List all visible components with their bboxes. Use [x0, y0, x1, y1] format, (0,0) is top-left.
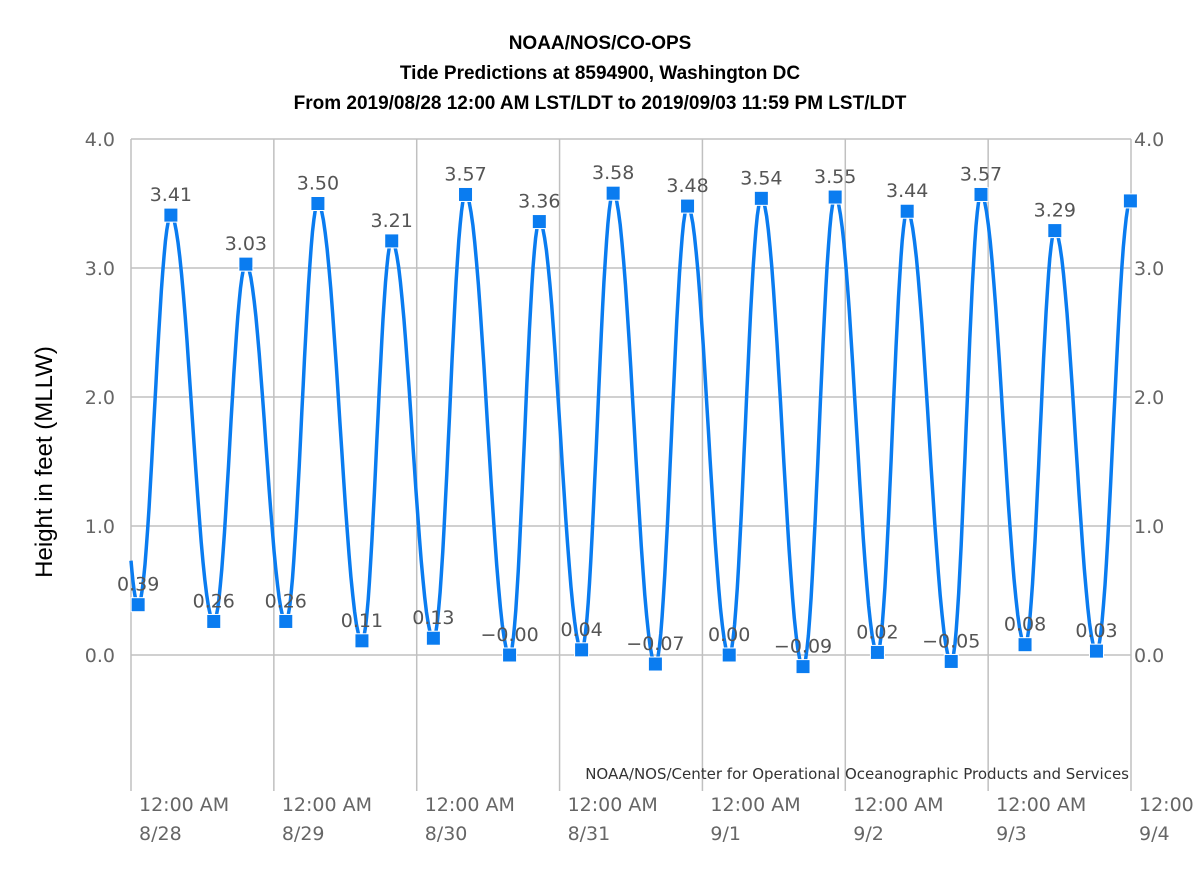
data-point-marker — [899, 203, 915, 219]
x-tick-label-time: 12:00 AM — [853, 794, 943, 816]
data-point-marker — [973, 186, 989, 202]
data-label: 0.39 — [117, 574, 159, 596]
x-tick-label-time: 12:00 AM — [425, 794, 515, 816]
x-tick-label-date: 8/28 — [139, 823, 182, 845]
data-point-marker — [458, 186, 474, 202]
x-tick-label-date: 8/30 — [425, 823, 468, 845]
data-label: 0.03 — [1075, 620, 1117, 642]
data-point-marker — [574, 642, 590, 658]
data-label: 3.44 — [886, 180, 928, 202]
x-tick-label-date: 9/4 — [1139, 823, 1170, 845]
data-point-marker — [310, 196, 326, 211]
data-point-marker — [384, 233, 400, 249]
x-tick-label-date: 9/3 — [996, 823, 1027, 845]
data-point-marker — [425, 630, 441, 646]
x-tick-label-date: 9/2 — [853, 823, 884, 845]
data-label: 3.03 — [225, 233, 267, 255]
y-tick-label-right: 3.0 — [1134, 258, 1164, 280]
y-axis-label: Height in feet (MLLW) — [31, 346, 58, 578]
title-line-2: Tide Predictions at 8594900, Washington … — [400, 63, 800, 84]
x-tick-label-time: 12:00 AM — [710, 794, 800, 816]
y-tick-label-right: 4.0 — [1134, 129, 1164, 151]
data-label: 3.36 — [518, 191, 560, 213]
data-point-marker — [206, 613, 222, 629]
data-label: 3.29 — [1034, 200, 1076, 222]
data-points: 0.39 3.41 0.26 3.03 0.26 3.50 0.11 3.21 0.13 3.57… — [117, 162, 1138, 675]
y-tick-label-left: 3.0 — [85, 258, 115, 280]
x-tick-label-time: 12:00 AM — [568, 794, 658, 816]
data-point-marker — [943, 653, 959, 669]
y-tick-label-right: 2.0 — [1134, 387, 1164, 409]
chart-title: NOAA/NOS/CO-OPS Tide Predictions at 8594… — [294, 33, 907, 114]
y-tick-label-right: 0.0 — [1134, 645, 1164, 667]
data-point-marker — [721, 647, 737, 663]
data-label: 3.58 — [592, 162, 634, 184]
data-label: 0.04 — [560, 619, 602, 641]
x-tick-label-time: 12:00 AM — [282, 794, 372, 816]
data-label: 0.02 — [856, 621, 898, 643]
axis-labels: 4.0 4.0 3.0 3.0 2.0 2.0 1.0 1.0 0.0 0.0 12:00 AM 8/… — [85, 129, 1194, 845]
credit-text: NOAA/NOS/Center for Operational Oceanogr… — [585, 765, 1129, 783]
data-label: 3.50 — [297, 173, 339, 195]
data-point-marker — [827, 189, 843, 205]
data-point-marker — [278, 613, 294, 629]
data-label: 0.08 — [1004, 614, 1046, 636]
data-point-marker — [130, 597, 146, 613]
data-point-marker — [502, 647, 518, 663]
x-tick-label-date: 8/31 — [568, 823, 611, 845]
x-tick-label-time: 12:00 AM — [139, 794, 229, 816]
data-label: 3.55 — [814, 166, 856, 188]
data-point-marker — [1088, 643, 1104, 659]
x-tick-label-date: 8/29 — [282, 823, 325, 845]
data-point-marker — [354, 633, 370, 649]
data-point-marker — [647, 656, 663, 672]
y-tick-label-left: 0.0 — [85, 645, 115, 667]
data-label: 0.13 — [412, 607, 454, 629]
data-label: 0.26 — [193, 590, 235, 612]
data-point-marker — [1017, 637, 1033, 653]
data-point-marker — [753, 190, 769, 206]
data-label: −0.07 — [626, 633, 684, 655]
data-label: −0.05 — [922, 630, 980, 652]
data-point-marker — [605, 185, 621, 201]
data-label: 0.11 — [341, 610, 383, 632]
x-tick-label-date: 9/1 — [710, 823, 741, 845]
data-point-marker — [869, 644, 885, 660]
data-label: 3.54 — [740, 167, 782, 189]
data-point-marker — [531, 214, 547, 230]
y-tick-label-right: 1.0 — [1134, 516, 1164, 538]
data-point-marker — [795, 659, 811, 675]
data-label: 0.00 — [708, 624, 750, 646]
title-line-1: NOAA/NOS/CO-OPS — [509, 33, 692, 54]
title-line-3: From 2019/08/28 12:00 AM LST/LDT to 2019… — [294, 93, 907, 114]
data-point-marker — [238, 256, 254, 272]
data-point-marker — [1047, 223, 1063, 239]
grid — [130, 138, 1132, 791]
data-label: 3.57 — [444, 163, 486, 185]
data-point-marker — [680, 198, 696, 214]
data-label: −0.00 — [480, 624, 538, 646]
y-tick-label-left: 1.0 — [85, 516, 115, 538]
y-tick-label-left: 4.0 — [85, 129, 115, 151]
data-point-marker — [163, 207, 179, 223]
data-label: −0.09 — [774, 636, 832, 658]
data-point-marker — [1122, 193, 1138, 209]
data-label: 3.41 — [150, 184, 192, 206]
data-label: 3.21 — [371, 210, 413, 232]
data-label: 3.48 — [666, 175, 708, 197]
x-tick-label-time: 12:00 — [1139, 794, 1194, 816]
data-label: 0.26 — [265, 590, 307, 612]
data-label: 3.57 — [960, 163, 1002, 185]
tide-series-line — [129, 190, 1132, 670]
y-tick-label-left: 2.0 — [85, 387, 115, 409]
x-tick-label-time: 12:00 AM — [996, 794, 1086, 816]
